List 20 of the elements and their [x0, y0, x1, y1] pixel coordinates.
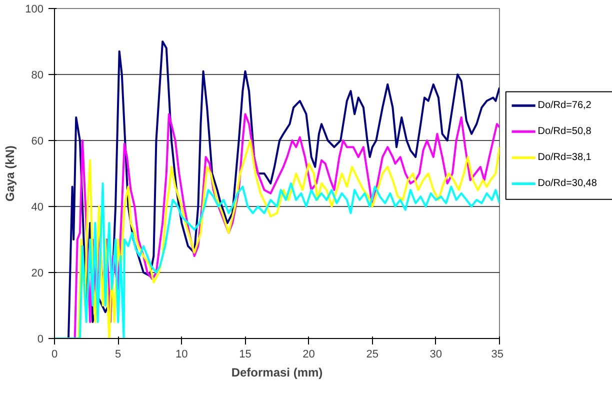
- legend-label: Do/Rd=50,8: [538, 126, 592, 138]
- y-tick-label: 0: [37, 334, 44, 346]
- x-axis-title: Deformasi (mm): [231, 366, 323, 380]
- y-tick-label: 20: [31, 268, 44, 280]
- y-tick-label: 40: [31, 202, 44, 214]
- legend-label: Do/Rd=38,1: [538, 152, 592, 164]
- x-tick-label: 25: [366, 348, 378, 360]
- x-tick-label: 35: [491, 348, 504, 360]
- x-tick-label: 5: [115, 348, 122, 360]
- x-tick-label: 20: [302, 348, 315, 360]
- x-tick-label: 10: [176, 348, 188, 360]
- x-tick-label: 0: [51, 348, 58, 360]
- legend-label: Do/Rd=30,48: [538, 178, 598, 190]
- x-tick-label: 30: [430, 348, 442, 360]
- y-tick-label: 100: [25, 4, 44, 16]
- legend-label: Do/Rd=76,2: [538, 100, 592, 112]
- x-tick-label: 15: [239, 348, 252, 360]
- y-axis-title: Gaya (kN): [3, 145, 18, 202]
- y-tick-label: 60: [31, 136, 44, 148]
- y-tick-label: 80: [31, 70, 44, 82]
